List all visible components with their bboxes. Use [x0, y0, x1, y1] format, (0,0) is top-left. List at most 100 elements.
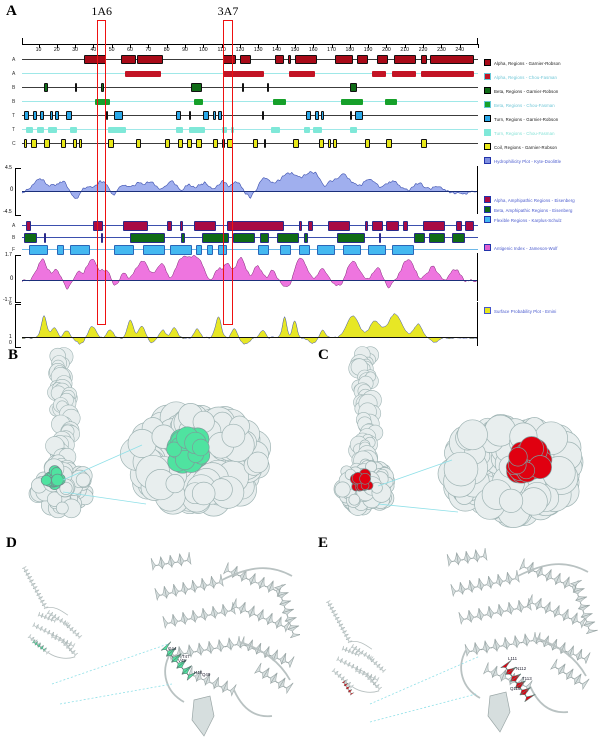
- ruler-cap-left: [22, 38, 23, 45]
- legend-item-surface: Surface Probability Plot - Emini: [484, 300, 556, 314]
- legend-item-beta_cf: Beta, Regions - Chou-Fasman: [484, 94, 555, 108]
- track-segment: [379, 232, 382, 243]
- track-segment: [421, 55, 427, 64]
- surface-probability-curve: [22, 313, 478, 345]
- ruler-tick-label: 70: [145, 47, 152, 53]
- legend-swatch: [484, 307, 491, 314]
- helix: [32, 622, 58, 639]
- surface-ymin-label: 0: [9, 340, 12, 346]
- track-segment: [218, 111, 222, 120]
- track-segment: [340, 98, 363, 105]
- leader-lines: [369, 655, 481, 723]
- track-segment: [66, 111, 72, 120]
- track-baseline: [22, 101, 478, 102]
- helix: [364, 673, 383, 691]
- ruler-tick: [441, 44, 443, 48]
- track-baseline: [22, 129, 478, 130]
- track-row-label: F: [12, 247, 16, 253]
- track-turn-regions-chou-fasman: T: [12, 124, 478, 135]
- track-segment: [280, 244, 292, 255]
- track-segment: [413, 232, 425, 243]
- epitope-helix: [32, 639, 47, 652]
- track-segment: [304, 232, 308, 243]
- track-segment: [44, 83, 48, 92]
- antigenic-zero-line: [22, 280, 478, 281]
- residue-label: T113: [522, 676, 532, 681]
- track-segment: [421, 70, 475, 77]
- hydrophilicity-ymin-label: -4.5: [3, 209, 12, 215]
- loop: [45, 607, 69, 616]
- hydrophilicity-graph: [22, 168, 478, 214]
- panel-d-structure: G44 V45 H48 Q49 T47: [21, 552, 300, 737]
- panel-e-ribbon-red: E L111 N112 T113 Q115: [300, 532, 600, 751]
- helix: [325, 600, 353, 644]
- track-segment: [241, 83, 244, 92]
- antigenic-index-curve: [22, 255, 478, 290]
- helix: [37, 611, 57, 623]
- track-segment: [272, 98, 286, 105]
- track-segment: [261, 111, 264, 120]
- track-row-label: B: [12, 235, 16, 241]
- track-segment: [230, 126, 235, 133]
- track-segment: [318, 139, 325, 148]
- track-segment: [55, 111, 59, 120]
- ruler-tick: [386, 44, 388, 48]
- ruler-tick-label: 230: [437, 47, 446, 53]
- ruler-tick-label: 20: [53, 47, 60, 53]
- surface-ymid-label: 1: [9, 334, 12, 340]
- helix: [150, 552, 192, 572]
- track-segment: [227, 220, 284, 231]
- track-segment: [232, 232, 255, 243]
- track-segment: [293, 139, 299, 148]
- track-row-label: A: [12, 223, 16, 229]
- ruler-tick: [459, 44, 461, 48]
- ruler-tick: [38, 44, 40, 48]
- leader-lines: [377, 459, 459, 513]
- legend-item-turn_cf: Turn, Regions - Chou-Fasman: [484, 122, 555, 136]
- ruler-tick: [203, 44, 205, 48]
- helix: [549, 658, 590, 691]
- surface-ymax-label: 6: [9, 301, 12, 307]
- track-segment: [305, 111, 312, 120]
- track-segment: [260, 232, 270, 243]
- ruler-tick: [423, 44, 425, 48]
- residue-label: L111: [508, 656, 518, 661]
- helix: [367, 655, 387, 674]
- track-segment: [186, 139, 193, 148]
- track-segment: [40, 111, 44, 120]
- ruler-tick: [276, 44, 278, 48]
- hydrophilicity-zero-line: [22, 191, 478, 192]
- track-turn-regions-garnier-robson: T: [12, 110, 478, 121]
- track-segment: [175, 126, 184, 133]
- beta-strand: [487, 691, 511, 733]
- epitope-helix: [341, 680, 355, 696]
- track-segment: [364, 139, 370, 148]
- track-segment: [181, 232, 185, 243]
- track-baseline: [22, 115, 478, 116]
- helix: [222, 562, 283, 597]
- residue-label: H48: [194, 670, 203, 675]
- ruler-tick-label: 200: [382, 47, 391, 53]
- legend-label: Beta, Amphipathic Regions - Eisenberg: [494, 208, 573, 213]
- legend-label: Turn, Regions - Garnier-Robson: [494, 117, 559, 122]
- track-beta-regions-garnier-robson: B: [12, 82, 478, 93]
- legend-label: Beta, Regions - Garnier-Robson: [494, 89, 559, 94]
- track-segment: [384, 98, 398, 105]
- legend-swatch: [484, 59, 491, 66]
- panel-d-label: D: [6, 535, 17, 551]
- track-segment: [196, 139, 202, 148]
- ruler-axis-line: [22, 44, 478, 45]
- track-segment: [239, 55, 251, 64]
- helix: [458, 598, 532, 626]
- ruler-tick: [56, 44, 58, 48]
- track-segment: [274, 55, 284, 64]
- panel-b-label: B: [8, 347, 19, 363]
- ribbon-model-inset: [446, 548, 598, 733]
- hydrophilicity-right-axis: [477, 166, 479, 214]
- track-segment: [203, 111, 209, 120]
- track-segment: [108, 126, 127, 133]
- track-baseline: [22, 143, 478, 144]
- antigenic-index-graph: [22, 255, 478, 301]
- track-segment: [393, 55, 416, 64]
